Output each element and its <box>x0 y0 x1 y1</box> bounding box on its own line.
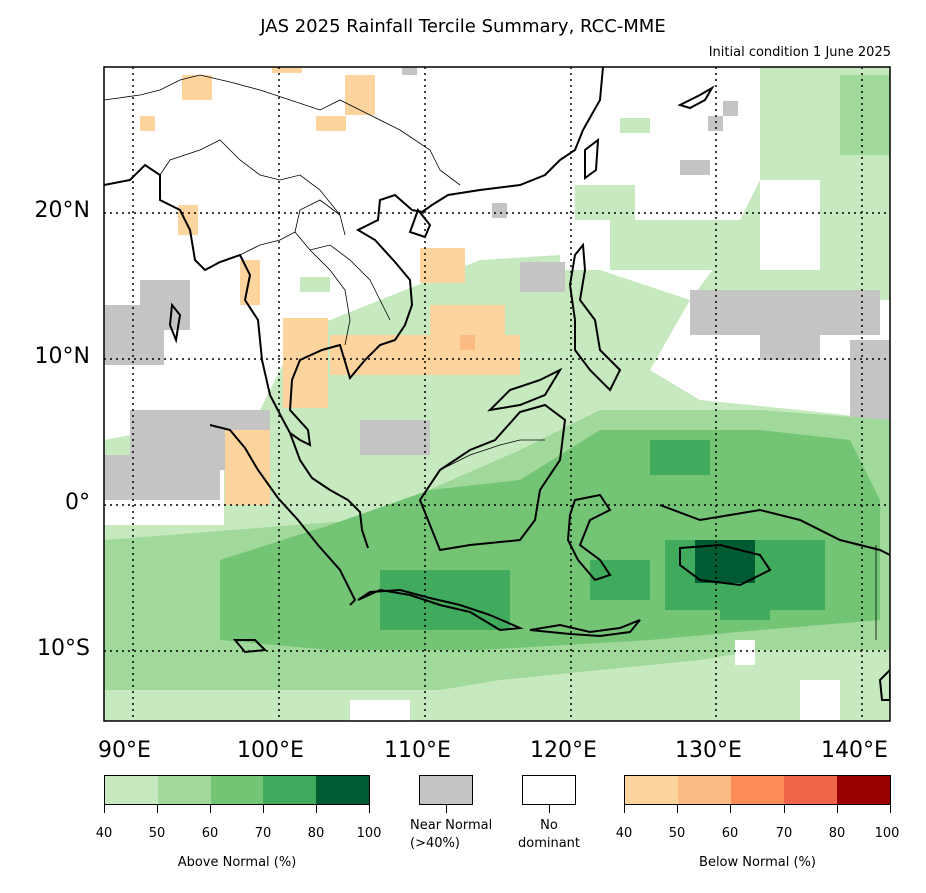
gridlines <box>104 67 890 721</box>
below-tick: 40 <box>615 826 633 841</box>
below-60-70-swatch <box>731 776 784 804</box>
below-80-100-swatch <box>837 776 890 804</box>
above-tick: 100 <box>356 826 382 841</box>
above-tick: 40 <box>95 826 113 841</box>
no-dominant-swatch <box>522 775 576 805</box>
below-tick: 50 <box>668 826 686 841</box>
above-50-60-swatch <box>157 776 211 804</box>
lat-label-0: 0° <box>65 490 90 515</box>
above-normal-label: Above Normal (%) <box>177 855 297 870</box>
field-above-70 <box>380 570 510 630</box>
below-50-60-swatch <box>678 776 731 804</box>
below-40-50-swatch <box>625 776 678 804</box>
above-80-100-swatch <box>316 776 369 804</box>
below-tick: 70 <box>775 826 793 841</box>
map-subtitle: Initial condition 1 June 2025 <box>708 45 891 60</box>
lat-label-10n: 10°N <box>34 344 90 369</box>
map-field <box>104 67 890 721</box>
lon-label-110e: 110°E <box>384 738 451 763</box>
below-tick: 80 <box>828 826 846 841</box>
map-frame <box>103 66 891 722</box>
lon-label-140e: 140°E <box>821 738 888 763</box>
above-tick: 70 <box>254 826 272 841</box>
no-dominant-label: No dominant <box>517 818 581 851</box>
below-tick: 60 <box>721 826 739 841</box>
below-tick: 100 <box>874 826 900 841</box>
lat-label-20n: 20°N <box>34 198 90 223</box>
above-70-80-swatch <box>263 776 317 804</box>
lat-label-10s: 10°S <box>37 636 90 661</box>
above-60-70-swatch <box>210 776 264 804</box>
lon-label-130e: 130°E <box>675 738 742 763</box>
map-title: JAS 2025 Rainfall Tercile Summary, RCC-M… <box>260 16 666 37</box>
near-normal-label: Near Normal (>40%) <box>410 818 493 851</box>
near-normal-swatch <box>419 775 473 805</box>
above-40-50-swatch <box>105 776 158 804</box>
above-tick: 60 <box>201 826 219 841</box>
above-tick: 80 <box>307 826 325 841</box>
coastlines <box>104 67 890 701</box>
above-tick: 50 <box>148 826 166 841</box>
below-normal-label: Below Normal (%) <box>699 855 816 870</box>
country-borders <box>104 74 877 640</box>
above-normal-colorbar <box>104 775 370 805</box>
field-below-normal <box>283 318 328 408</box>
lon-label-100e: 100°E <box>237 738 304 763</box>
lon-label-120e: 120°E <box>530 738 597 763</box>
below-normal-colorbar <box>624 775 891 805</box>
lon-label-90e: 90°E <box>98 738 151 763</box>
below-70-80-swatch <box>784 776 837 804</box>
